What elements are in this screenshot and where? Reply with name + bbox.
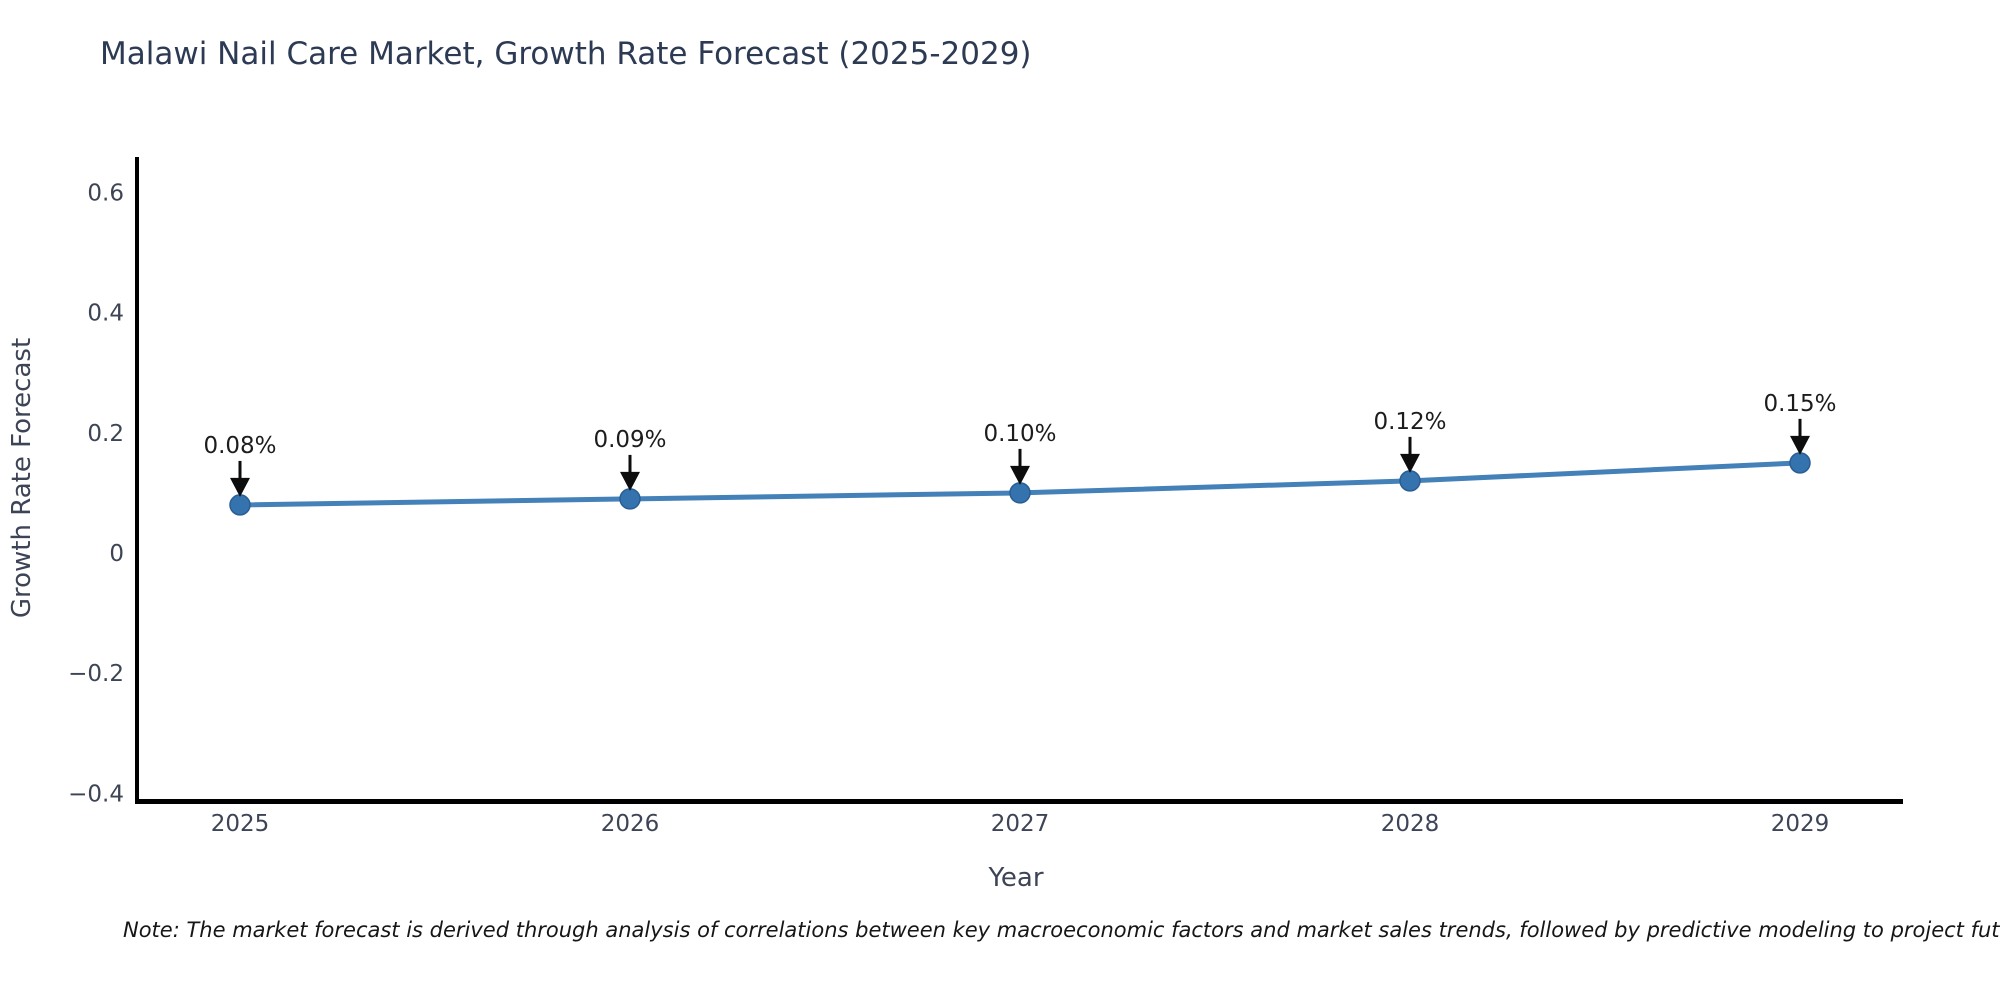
annotation-label: 0.09% bbox=[593, 427, 666, 453]
x-tick-label: 2026 bbox=[601, 811, 660, 837]
annotation-arrow-head bbox=[1400, 453, 1420, 473]
data-point-marker bbox=[229, 494, 251, 516]
footnote: Note: The market forecast is derived thr… bbox=[123, 918, 2000, 942]
annotation-label: 0.08% bbox=[203, 433, 276, 459]
y-tick-label: 0.6 bbox=[87, 180, 124, 206]
y-tick-label: 0.4 bbox=[87, 301, 124, 327]
x-tick-label: 2028 bbox=[1381, 811, 1440, 837]
annotation-label: 0.10% bbox=[983, 421, 1056, 447]
y-tick-label: −0.4 bbox=[68, 781, 124, 807]
data-point-marker bbox=[1399, 470, 1421, 492]
y-tick-label: −0.2 bbox=[68, 661, 124, 687]
y-axis-spine bbox=[135, 157, 139, 803]
annotation-arrow-head bbox=[1010, 465, 1030, 485]
annotation-label: 0.12% bbox=[1373, 409, 1446, 435]
chart-title: Malawi Nail Care Market, Growth Rate For… bbox=[100, 36, 1032, 72]
y-tick-label: 0 bbox=[109, 541, 124, 567]
annotation-arrow-head bbox=[1790, 435, 1810, 455]
x-tick-label: 2027 bbox=[991, 811, 1050, 837]
data-point-marker bbox=[1789, 452, 1811, 474]
x-axis-spine bbox=[135, 799, 1903, 804]
data-point-marker bbox=[1009, 482, 1031, 504]
annotation-arrow-head bbox=[230, 477, 250, 497]
x-axis-title: Year bbox=[987, 863, 1043, 893]
data-point-marker bbox=[619, 488, 641, 510]
annotation-label: 0.15% bbox=[1763, 391, 1836, 417]
y-axis-title: Growth Rate Forecast bbox=[7, 338, 37, 618]
y-tick-label: 0.2 bbox=[87, 421, 124, 447]
x-tick-label: 2025 bbox=[211, 811, 270, 837]
annotation-arrow-head bbox=[620, 471, 640, 491]
x-tick-label: 2029 bbox=[1771, 811, 1830, 837]
